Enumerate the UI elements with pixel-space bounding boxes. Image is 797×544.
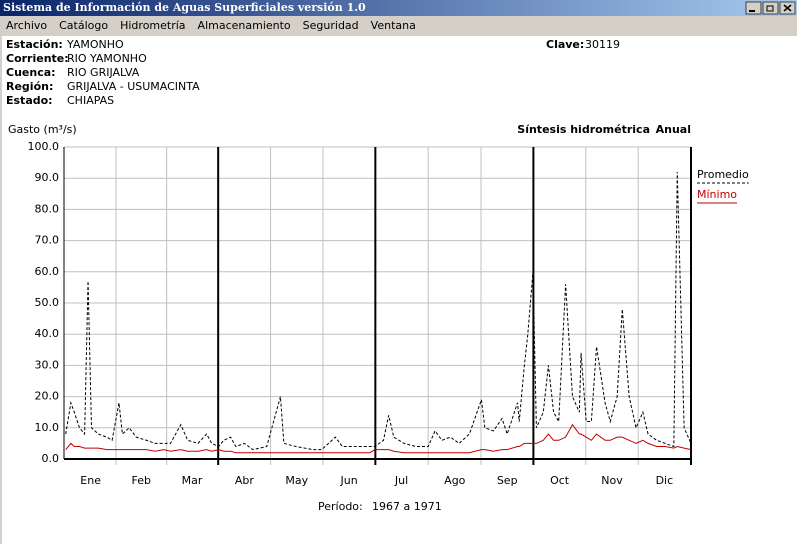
y-tick-label: 10.0 [35,421,60,434]
legend-entry: Promedio [697,168,749,181]
period-value: 1967 a 1971 [372,500,442,513]
restore-button[interactable] [762,1,779,15]
chart-subtitle: Anual [656,123,691,136]
menu-item[interactable]: Seguridad [303,19,359,32]
y-tick-label: 90.0 [35,171,60,184]
y-tick-label: 20.0 [35,390,60,403]
window-border [0,36,2,544]
menu-item[interactable]: Ventana [371,19,416,32]
menu-bar [0,16,797,36]
x-tick-label: Ene [80,474,101,487]
y-tick-label: 70.0 [35,234,60,247]
x-tick-label: Nov [601,474,623,487]
field-value: CHIAPAS [67,94,114,107]
clave-value: 30119 [585,38,620,51]
series-line [65,423,692,454]
y-tick-label: 80.0 [35,202,60,215]
x-tick-label: Ago [444,474,466,487]
y-tick-label: 0.0 [42,452,60,465]
x-tick-label: May [285,474,308,487]
clave-label: Clave: [546,38,584,51]
y-tick-label: 30.0 [35,358,60,371]
field-label: Cuenca: [6,66,56,79]
x-tick-label: Feb [132,474,151,487]
legend-entry: Mínimo [697,188,737,201]
menu-item[interactable]: Archivo [6,19,47,32]
x-tick-label: Mar [182,474,203,487]
window-title: Sistema de Información de Aguas Superfic… [3,1,366,14]
window-controls [745,1,796,15]
minimize-button[interactable] [745,1,762,15]
menu-item[interactable]: Hidrometría [120,19,185,32]
field-label: Estado: [6,94,53,107]
field-label: Corriente: [6,52,69,65]
chart-title: Síntesis hidrométrica [517,123,650,136]
x-tick-label: Oct [550,474,570,487]
title-bar [0,0,797,16]
y-tick-label: 60.0 [35,265,60,278]
field-value: RIO YAMONHO [67,52,147,65]
menu-item[interactable]: Almacenamiento [198,19,291,32]
y-tick-label: 40.0 [35,327,60,340]
period-label: Período: [318,500,363,513]
field-value: YAMONHO [66,38,124,51]
y-tick-label: 100.0 [28,140,60,153]
x-tick-label: Jul [394,474,408,487]
field-label: Región: [6,80,53,93]
series-line [65,171,692,451]
x-tick-label: Abr [235,474,255,487]
x-tick-label: Dic [656,474,674,487]
x-tick-label: Jun [340,474,358,487]
y-tick-label: 50.0 [35,296,60,309]
field-value: GRIJALVA - USUMACINTA [67,80,200,93]
field-value: RIO GRIJALVA [67,66,140,79]
menu-item[interactable]: Catálogo [59,19,108,32]
x-tick-label: Sep [497,474,518,487]
y-axis-label: Gasto (m³/s) [8,123,77,136]
field-label: Estación: [6,38,63,51]
